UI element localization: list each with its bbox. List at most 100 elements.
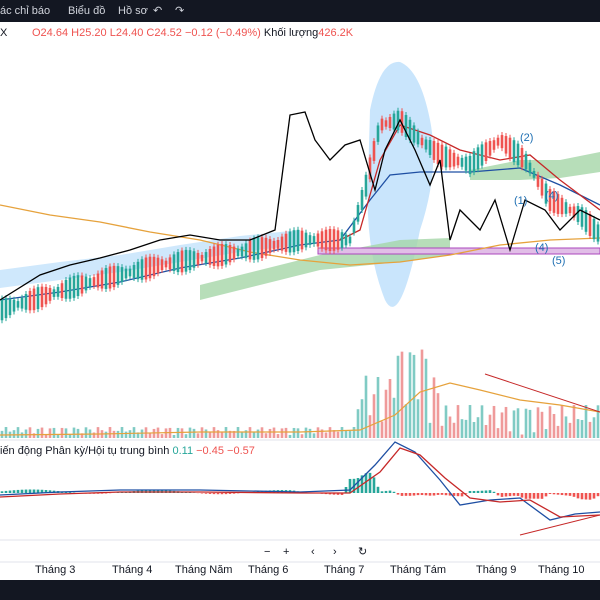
volume-bar [268,428,272,438]
reset[interactable]: ↻ [358,546,367,558]
toolbar-item[interactable]: ác chỉ báo [0,5,50,17]
candle [300,230,304,250]
histogram-bar [436,493,440,495]
candle [400,111,404,133]
candle [224,244,228,265]
volume-bar [532,432,536,438]
volume-bar [592,417,596,438]
candle [372,141,376,161]
volume-bar [304,427,308,438]
trend-line [519,514,600,536]
conversion-line [339,124,600,241]
histogram-bar [20,489,24,493]
volume-bar [48,428,52,438]
candle [272,240,276,250]
volume-bar [348,430,352,438]
volume-bar [148,433,152,438]
macd-title: iến động Phân kỳ/Hội tụ trung bình 0.11 … [0,445,255,457]
candle [524,153,528,170]
toolbar-item[interactable]: Biểu đồ [68,5,105,17]
volume-bar [244,430,248,438]
histogram-bar [412,493,416,496]
volume-bar [360,399,364,438]
scroll-right[interactable]: › [333,546,337,558]
histogram-bar [400,493,404,496]
volume-bar [344,430,348,438]
histogram-bar [584,493,588,500]
candle [328,229,332,251]
zoom-in[interactable]: + [283,546,289,558]
candle [340,232,344,248]
baseline [0,167,600,301]
candle [148,256,152,279]
candle [252,238,256,260]
candle [364,174,368,197]
bottom-bar [0,580,600,600]
undo[interactable]: ↶ [153,5,162,17]
volume-bar [572,405,576,438]
zoom-out[interactable]: − [264,546,270,558]
volume-bar [544,429,548,438]
histogram-bar [484,490,488,493]
histogram-bar [524,493,528,499]
volume-bar [300,434,304,438]
macd-histogram-bars [0,472,600,500]
histogram-bar [572,493,576,497]
candle [160,259,164,271]
candle [56,286,60,297]
candle [440,144,444,167]
candle [592,218,596,240]
volume-bar [412,354,416,438]
candle [444,146,448,168]
macd-signal-value: −0.57 [227,445,255,457]
histogram-bar [548,493,552,495]
candle [484,142,488,161]
zoom-controls: − + ‹ › ↻ [264,546,367,558]
volume-bar [136,432,140,438]
scroll-left[interactable]: ‹ [311,546,315,558]
candle [20,297,24,309]
toolbar-item[interactable]: Hồ sơ [118,5,148,17]
volume-bar [504,406,508,438]
candle [96,273,100,288]
volume-bar [4,427,8,438]
x-axis-label: Tháng Tám [390,564,446,576]
candle [112,265,116,288]
histogram-bar [100,493,104,494]
candle [296,229,300,252]
candle [4,298,8,319]
volume-bar [288,434,292,438]
histogram-bar [368,472,372,493]
candle [292,230,296,253]
wave-label: (5) [552,255,565,267]
candle [424,139,428,150]
histogram-bar [576,493,580,499]
histogram-bar [568,493,572,496]
candle [184,249,188,272]
candle [144,257,148,280]
candle [236,248,240,257]
open: O24.64 [32,27,68,39]
volume-bar [328,427,332,438]
volume-bar [540,411,544,438]
wave-label: (4) [545,190,558,202]
candle [404,115,408,137]
volume-bar [16,427,20,438]
redo[interactable]: ↷ [175,5,184,17]
candle [280,236,284,251]
candle [68,277,72,299]
candle [200,254,204,262]
volume-bar [460,419,464,438]
histogram-bar [464,493,468,494]
histogram-bar [404,493,408,496]
volume-bar [104,431,108,438]
volume-bar [276,434,280,438]
candle [204,252,208,263]
histogram-bar [24,489,28,493]
candle [488,141,492,156]
candle [260,237,264,259]
close: C24.52 [146,27,181,39]
candle [564,202,568,214]
